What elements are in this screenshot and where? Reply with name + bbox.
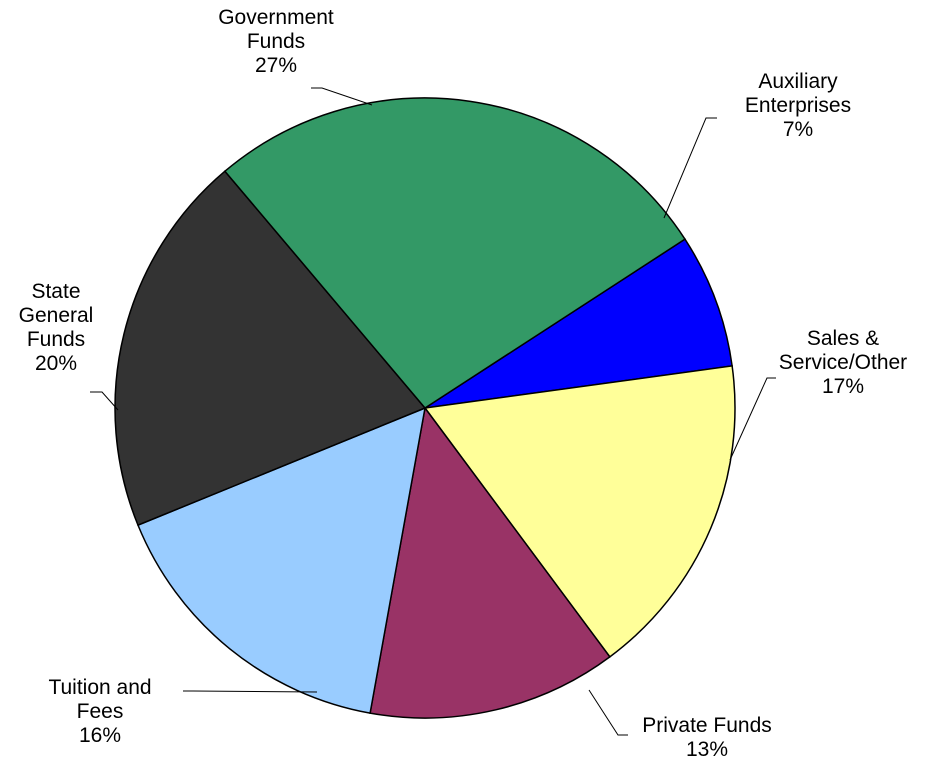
slice-name-label: Auxiliary xyxy=(758,70,838,93)
slice-name-label: Fees xyxy=(77,700,124,723)
leader-line xyxy=(729,377,776,461)
leader-line xyxy=(663,117,717,219)
slice-percent-label: 27% xyxy=(255,54,297,77)
pie-slice-government-funds xyxy=(223,97,687,409)
slice-percent-label: 7% xyxy=(783,118,813,141)
slice-name-label: Funds xyxy=(27,328,85,351)
pie-slice-tuition-and-fees xyxy=(137,406,426,714)
leader-line xyxy=(311,87,373,106)
slice-name-label: General xyxy=(19,304,94,327)
slice-name-label: Service/Other xyxy=(779,351,907,374)
pie-slice-sales-service-other xyxy=(423,365,736,658)
slice-label: Auxiliary Enterprises 7% xyxy=(745,70,851,141)
leader-line xyxy=(183,690,318,693)
slice-name-label: Enterprises xyxy=(745,94,851,117)
slice-name-label: Sales & xyxy=(807,327,879,350)
pie-slice-auxiliary-enterprises xyxy=(424,238,733,409)
slice-name-label: Government xyxy=(218,6,334,29)
slice-name-label: State xyxy=(31,280,80,303)
slice-label: Private Funds 13% xyxy=(642,714,772,761)
pie-slice-state-general-funds xyxy=(114,170,427,527)
slice-labels: Auxiliary Enterprises 7% Sales & Service/Oth… xyxy=(19,6,908,761)
leader-line xyxy=(90,391,119,411)
slice-label: Sales & Service/Other 17% xyxy=(779,327,907,398)
slice-label: Government Funds 27% xyxy=(218,6,334,77)
slice-label: Tuition and Fees 16% xyxy=(48,676,151,747)
pie-slice-private-funds xyxy=(369,406,611,719)
leader-lines xyxy=(90,87,776,736)
slice-percent-label: 13% xyxy=(686,738,728,761)
slice-name-label: Private Funds xyxy=(642,714,772,737)
slice-name-label: Tuition and xyxy=(48,676,151,699)
slice-name-label: Funds xyxy=(247,30,305,53)
slice-label: State General Funds 20% xyxy=(19,280,94,375)
slice-percent-label: 16% xyxy=(79,724,121,747)
slice-percent-label: 20% xyxy=(35,352,77,375)
slice-percent-label: 17% xyxy=(822,375,864,398)
pie-slices xyxy=(114,97,736,719)
leader-line xyxy=(588,689,628,736)
